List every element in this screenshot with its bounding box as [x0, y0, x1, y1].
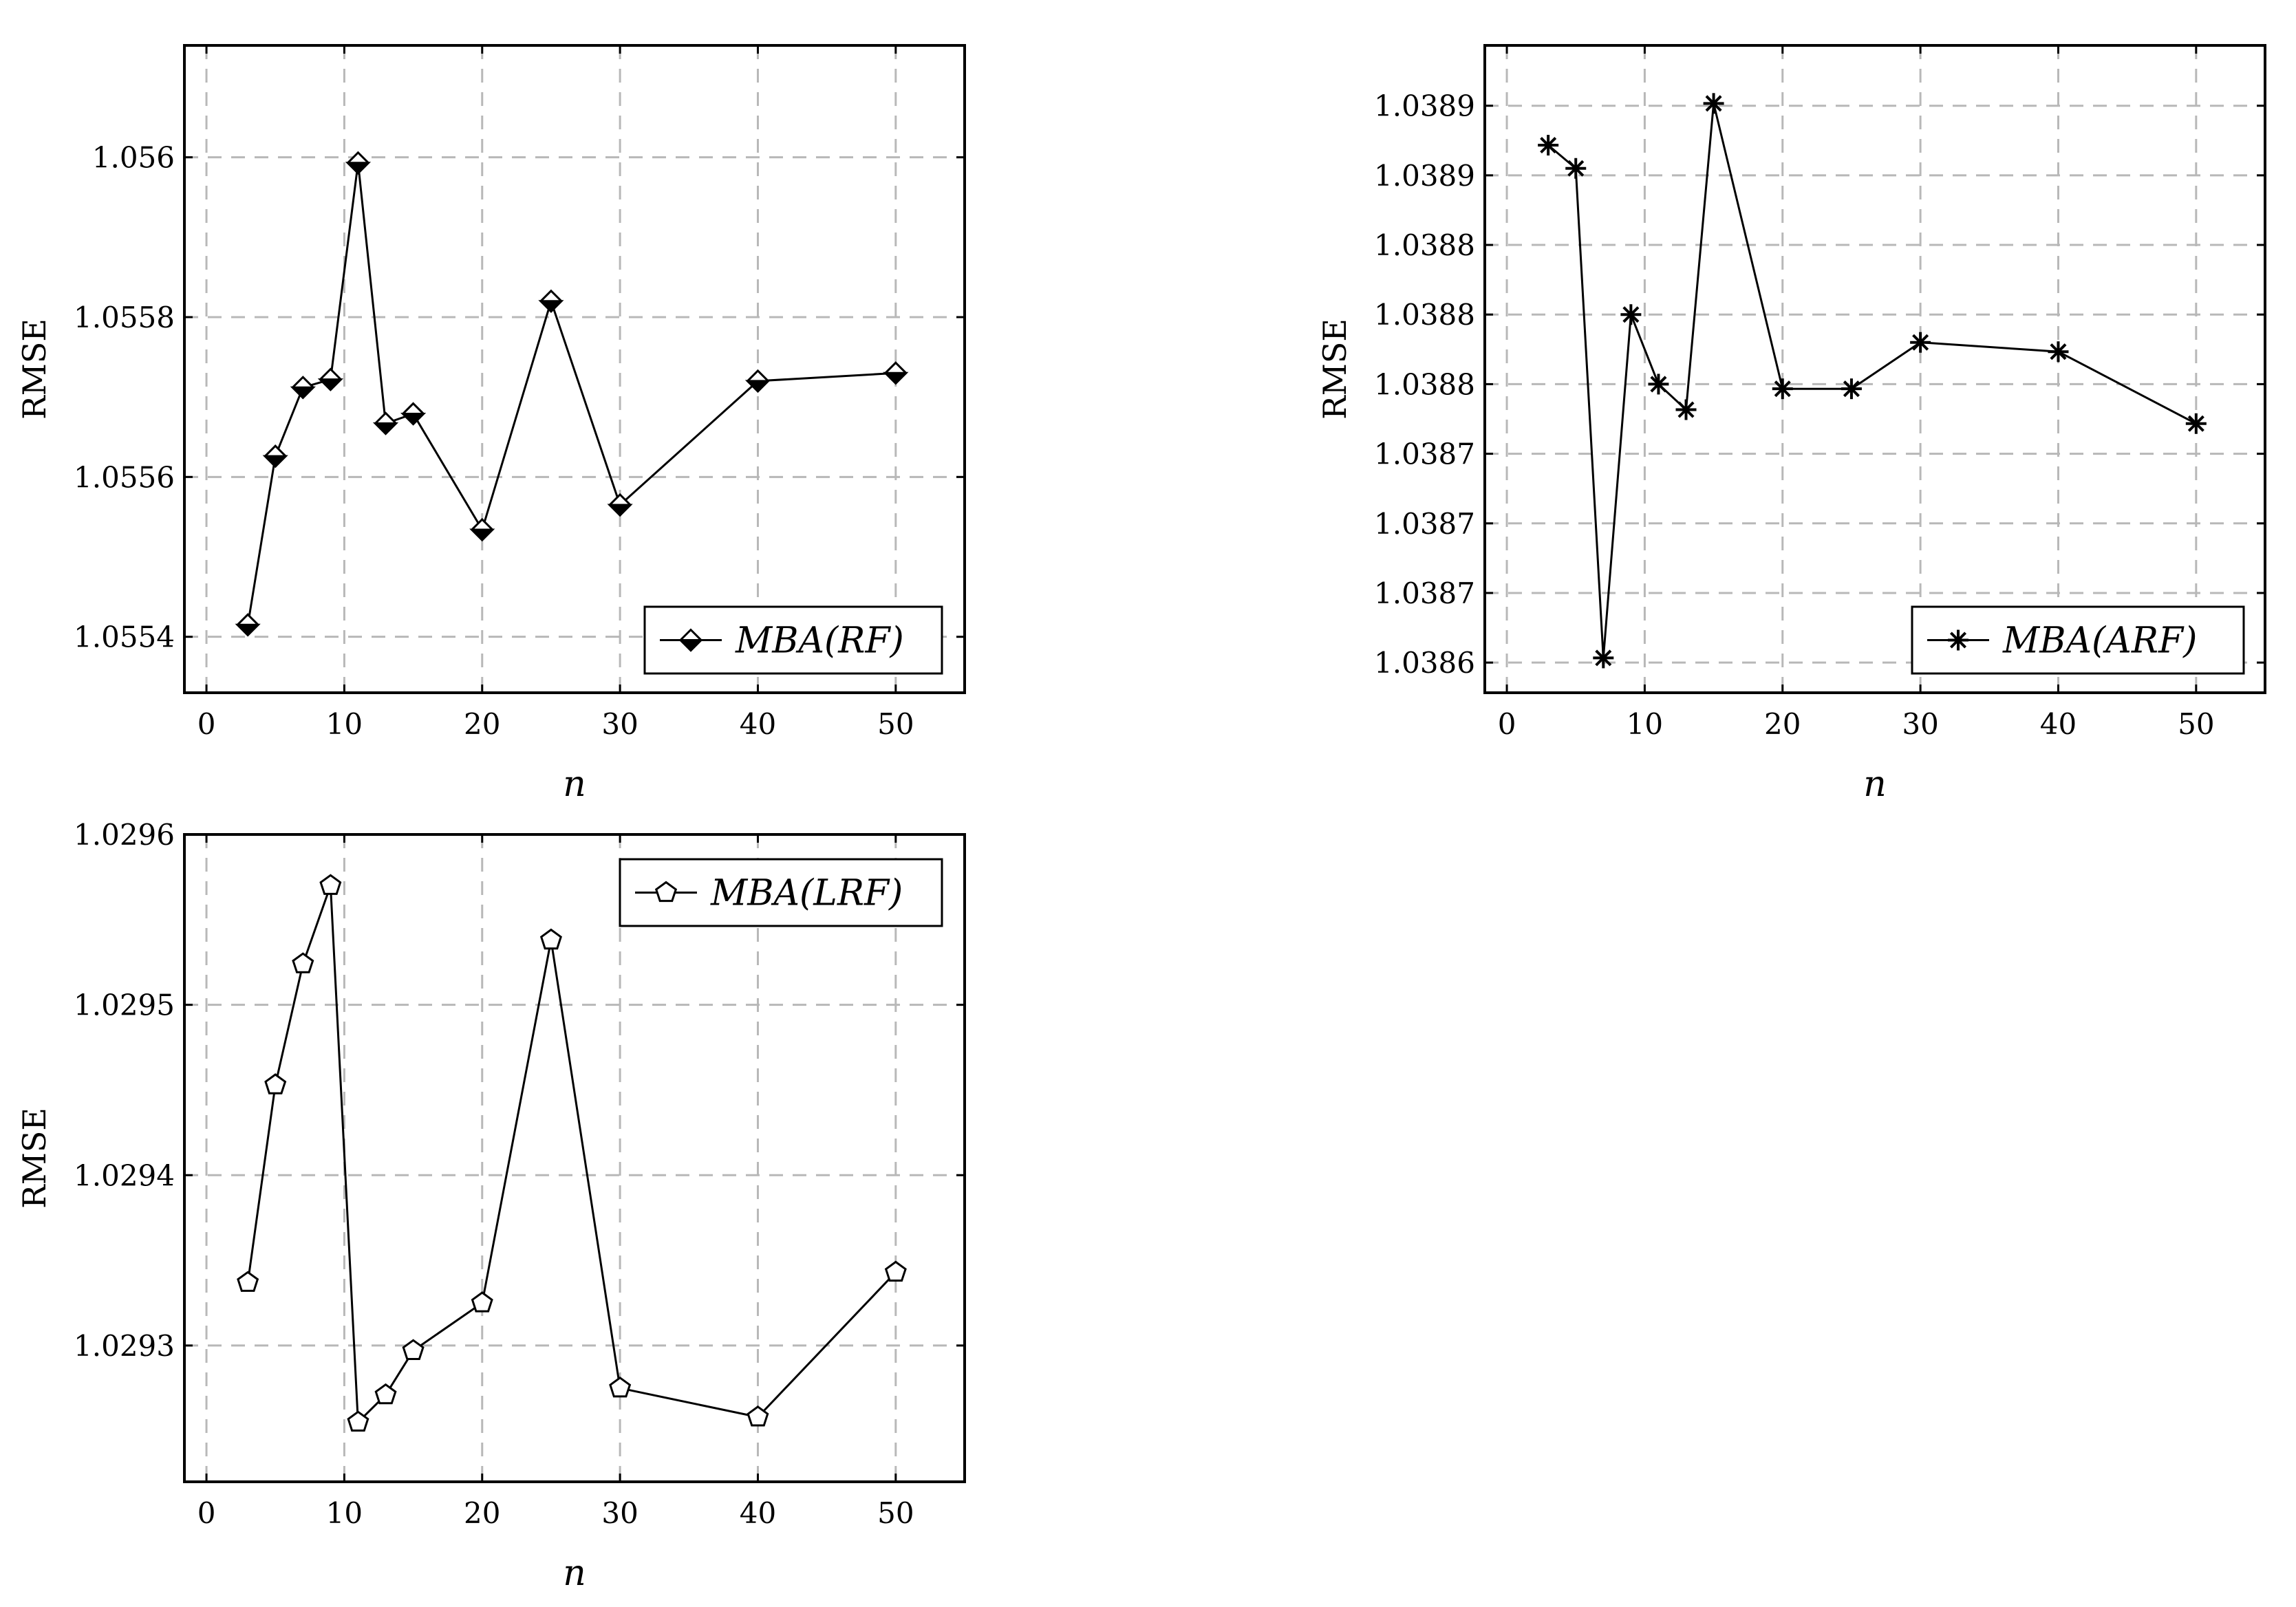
legend: MBA(RF)	[643, 605, 943, 675]
x-tick-label: 10	[1627, 707, 1663, 741]
y-tick-label: 1.0386	[1374, 646, 1475, 680]
y-tick-label: 1.0558	[74, 301, 175, 334]
data-point	[345, 151, 372, 175]
data-point	[747, 1405, 769, 1427]
y-tick-label: 1.0387	[1374, 438, 1475, 471]
data-point	[539, 928, 562, 950]
legend-box	[619, 858, 943, 927]
y-tick-label: 1.0389	[1374, 89, 1475, 123]
chart-panel-mba-lrf: 0 10 20 30 40 50 1.0293 1.0294 1.0295 1.0296 n RMSE…	[16, 818, 966, 1594]
y-tick-label: 1.0388	[1374, 298, 1475, 332]
data-point	[374, 1383, 397, 1405]
data-point	[2185, 413, 2207, 434]
y-axis-label: RMSE	[16, 319, 53, 420]
data-point	[292, 952, 314, 973]
data-point	[744, 369, 771, 393]
data-point	[1675, 399, 1697, 420]
data-point	[538, 289, 564, 313]
data-point	[1841, 378, 1862, 400]
x-tick-label: 20	[1764, 707, 1801, 741]
y-axis-label: RMSE	[16, 1108, 53, 1209]
plot-frame	[183, 833, 966, 1483]
data-point	[1910, 332, 1931, 353]
x-tick-label: 40	[2040, 707, 2077, 741]
x-tick-label: 40	[740, 1496, 776, 1530]
x-tick-label: 50	[2178, 707, 2214, 741]
y-tick-label: 1.0387	[1374, 576, 1475, 610]
y-tick-label: 1.0389	[1374, 159, 1475, 193]
series-line	[246, 162, 896, 625]
x-axis-label: n	[563, 764, 586, 805]
x-tick-label: 10	[326, 1496, 363, 1530]
data-point	[235, 613, 261, 637]
data-point	[402, 1339, 425, 1360]
data-point	[884, 1260, 907, 1282]
plot-frame	[183, 44, 966, 694]
data-point	[237, 1271, 259, 1292]
y-tick-label: 1.0294	[74, 1158, 175, 1192]
data-point	[1703, 93, 1724, 114]
plot-frame	[1483, 44, 2266, 694]
legend: MBA(ARF)	[1911, 605, 2245, 675]
y-tick-label: 1.0388	[1374, 367, 1475, 401]
y-tick-label: 1.0388	[1374, 228, 1475, 262]
y-tick-label: 1.0293	[74, 1329, 175, 1363]
data-point	[262, 444, 288, 468]
legend-label: MBA(RF)	[735, 621, 904, 662]
x-tick-label: 0	[197, 707, 216, 741]
data-point	[1593, 647, 1614, 669]
x-tick-label: 0	[1498, 707, 1516, 741]
y-tick-label: 1.0387	[1374, 507, 1475, 541]
data-point	[1648, 374, 1669, 395]
y-tick-label: 1.0296	[74, 818, 175, 852]
data-point	[1538, 135, 1559, 156]
series-line	[246, 885, 897, 1425]
data-point	[317, 367, 343, 391]
chart-panel-mba-rf: 0 10 20 30 40 50 1.0554 1.0556 1.0558 1.056 n RMSE M…	[16, 44, 966, 805]
data-point	[1565, 158, 1587, 179]
legend: MBA(LRF)	[619, 858, 943, 927]
legend-marker	[654, 881, 678, 903]
series-line	[1547, 103, 2197, 658]
x-axis-label: n	[1863, 764, 1887, 805]
x-tick-label: 30	[601, 707, 638, 741]
x-tick-label: 0	[197, 1496, 216, 1530]
data-point	[372, 411, 399, 435]
data-point	[1772, 378, 1793, 400]
x-axis-label: n	[563, 1553, 586, 1594]
chart-panel-mba-arf: 0 10 20 30 40 50 1.0386 1.0387 1.0387 1.0387 1.038…	[1316, 44, 2266, 805]
y-tick-label: 1.056	[92, 141, 175, 175]
x-tick-label: 30	[1902, 707, 1938, 741]
x-tick-label: 40	[740, 707, 776, 741]
data-point	[290, 376, 316, 400]
y-axis-label: RMSE	[1316, 319, 1353, 420]
data-point	[2048, 341, 2069, 363]
data-point	[607, 493, 633, 517]
y-tick-label: 1.0556	[74, 460, 175, 494]
y-tick-label: 1.0554	[74, 621, 175, 654]
data-point	[319, 874, 342, 895]
x-tick-label: 10	[326, 707, 363, 741]
legend-marker	[1948, 629, 1968, 651]
data-point	[264, 1073, 287, 1094]
data-point	[471, 1291, 493, 1313]
legend-marker	[678, 628, 704, 652]
x-tick-label: 50	[877, 1496, 914, 1530]
legend-label: MBA(LRF)	[710, 873, 903, 914]
y-tick-label: 1.0295	[74, 989, 175, 1022]
data-point	[883, 361, 909, 385]
legend-label: MBA(ARF)	[2002, 621, 2197, 662]
x-tick-label: 50	[877, 707, 914, 741]
data-point	[469, 517, 495, 542]
x-tick-label: 20	[464, 707, 500, 741]
data-point	[1620, 304, 1642, 325]
data-point	[347, 1410, 369, 1432]
x-tick-label: 30	[601, 1496, 638, 1530]
data-point	[400, 402, 427, 426]
data-point	[609, 1376, 632, 1398]
x-tick-label: 20	[464, 1496, 500, 1530]
